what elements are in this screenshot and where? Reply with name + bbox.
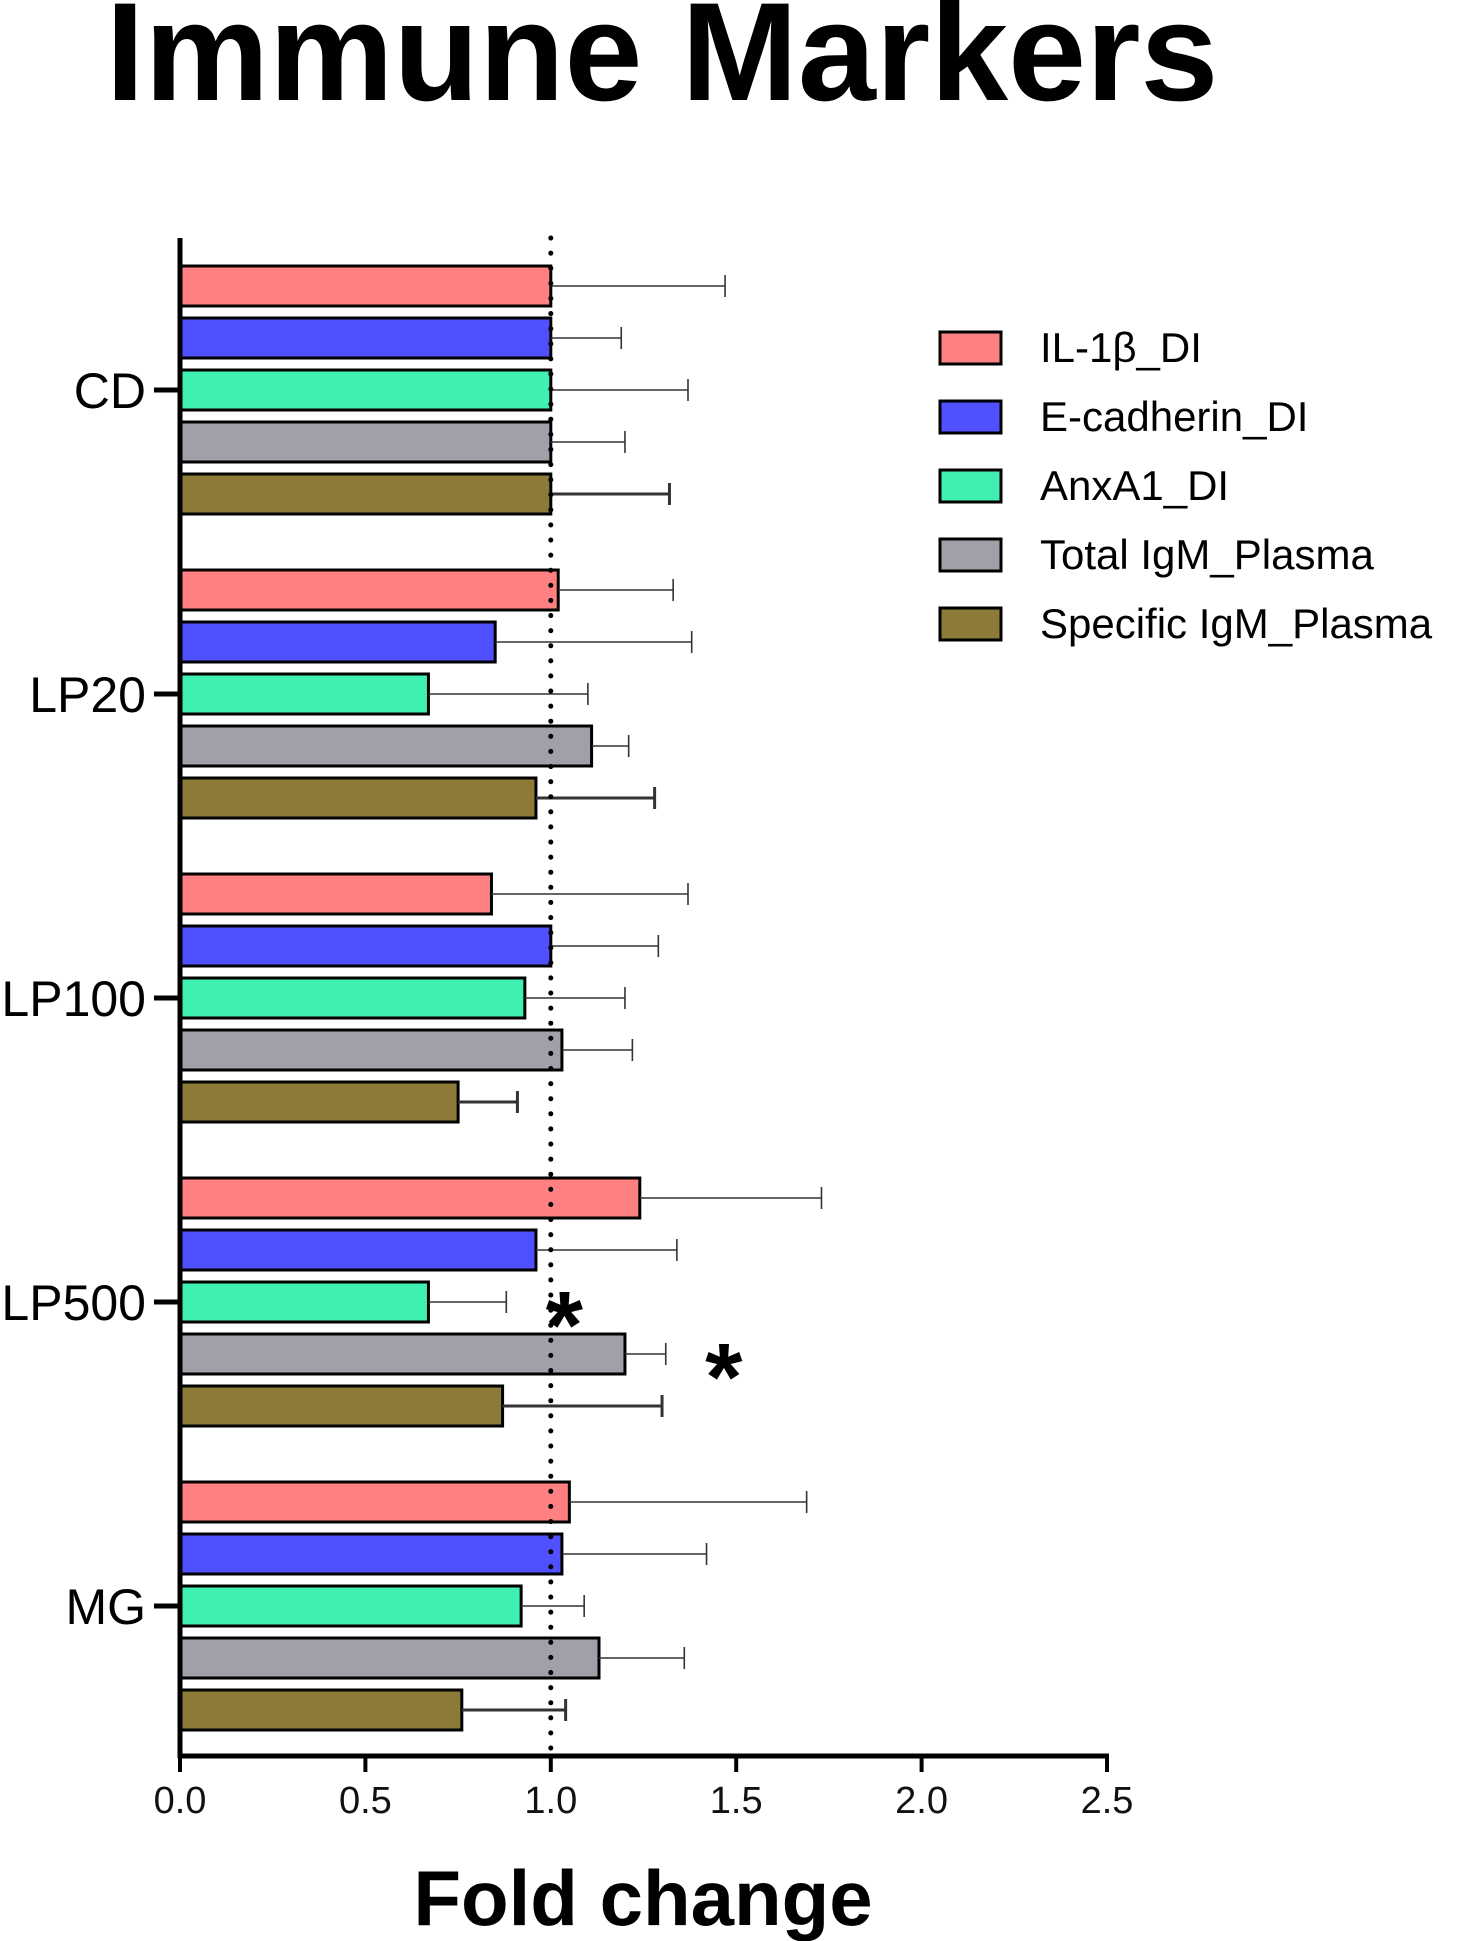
category-label-cd: CD [74, 363, 146, 419]
legend: IL-1β_DI E-cadherin_DI AnxA1_DI Total IgM_P… [938, 324, 1433, 647]
bar-lp100-total-igm-plasma [178, 1028, 564, 1072]
error-bar-lp500-specific-igm-plasma [502, 1395, 664, 1417]
x-tick-label: 0.0 [154, 1780, 207, 1822]
error-bar-mg-specific-igm-plasma [461, 1699, 568, 1721]
legend-label: E-cadherin_DI [1040, 393, 1308, 440]
significance-marker-2: * [705, 1324, 743, 1431]
error-bar-lp100-e-cadherin-di [550, 935, 660, 957]
bar-mg-e-cadherin-di [178, 1532, 564, 1576]
error-bar-mg-anxa1-di [521, 1595, 585, 1617]
legend-item-total-igm-plasma: Total IgM_Plasma [938, 531, 1374, 578]
bar-lp100-anxa1-di [178, 976, 527, 1020]
error-bar-mg-total-igm-plasma [599, 1647, 686, 1669]
error-bar-lp500-il-1-di [639, 1187, 823, 1209]
significance-marker-1: * [546, 1272, 584, 1379]
error-bar-cd-e-cadherin-di [550, 327, 623, 349]
legend-item-anxa1-di: AnxA1_DI [938, 462, 1229, 509]
category-label-lp20: LP20 [29, 667, 146, 723]
bar-lp20-specific-igm-plasma [178, 776, 538, 820]
legend-item-specific-igm-plasma: Specific IgM_Plasma [938, 600, 1433, 647]
bar-cd-specific-igm-plasma [178, 472, 553, 516]
error-bar-cd-total-igm-plasma [550, 431, 626, 453]
bar-lp100-il-1-di [178, 872, 493, 916]
legend-swatch [938, 606, 1003, 642]
error-bar-lp20-anxa1-di [428, 683, 589, 705]
legend-item-e-cadherin-di: E-cadherin_DI [938, 393, 1308, 440]
bar-lp100-specific-igm-plasma [178, 1080, 460, 1124]
error-bar-cd-anxa1-di [550, 379, 689, 401]
x-tick-label: 1.5 [710, 1780, 763, 1822]
bar-lp20-il-1-di [178, 568, 560, 612]
legend-label: IL-1β_DI [1040, 324, 1202, 371]
annotations-layer: * * [546, 1272, 743, 1431]
bar-mg-anxa1-di [178, 1584, 523, 1628]
category-label-mg: MG [65, 1579, 146, 1635]
x-axis-label: Fold change [413, 1854, 872, 1941]
legend-label: Specific IgM_Plasma [1040, 600, 1433, 647]
x-tick-label: 2.0 [895, 1780, 948, 1822]
chart-title: Immune Markers [106, 0, 1219, 130]
bar-mg-specific-igm-plasma [178, 1688, 464, 1732]
error-bar-cd-il-1-di [550, 275, 726, 297]
error-bar-lp100-il-1-di [491, 883, 689, 905]
error-bar-lp20-total-igm-plasma [591, 735, 630, 757]
legend-label: AnxA1_DI [1040, 462, 1229, 509]
legend-label: Total IgM_Plasma [1040, 531, 1374, 578]
error-bar-lp100-specific-igm-plasma [458, 1091, 519, 1113]
bar-cd-e-cadherin-di [178, 316, 553, 360]
error-bar-mg-e-cadherin-di [561, 1543, 708, 1565]
error-bar-lp20-il-1-di [558, 579, 674, 601]
error-bar-lp20-e-cadherin-di [495, 631, 693, 653]
x-tick-label: 0.5 [339, 1780, 392, 1822]
error-bar-cd-specific-igm-plasma [550, 483, 671, 505]
axes-layer: 0.0 0.5 1.0 1.5 2.0 2.5 CD LP20 LP100 LP500 MG [1, 238, 1133, 1822]
category-label-lp500: LP500 [1, 1275, 146, 1331]
error-bar-lp500-anxa1-di [428, 1291, 508, 1313]
bar-lp20-e-cadherin-di [178, 620, 497, 664]
bar-lp500-specific-igm-plasma [178, 1384, 505, 1428]
error-bar-lp100-total-igm-plasma [561, 1039, 634, 1061]
error-bars-layer [428, 275, 823, 1721]
bar-mg-il-1-di [178, 1480, 571, 1524]
error-bar-lp100-anxa1-di [524, 987, 626, 1009]
bar-lp20-anxa1-di [178, 672, 430, 716]
bar-lp100-e-cadherin-di [178, 924, 553, 968]
error-bar-lp500-e-cadherin-di [535, 1239, 678, 1261]
legend-item-il-1-di: IL-1β_DI [938, 324, 1202, 371]
legend-swatch [938, 468, 1003, 504]
bar-lp500-il-1-di [178, 1176, 642, 1220]
error-bar-lp500-total-igm-plasma [624, 1343, 667, 1365]
x-tick-label: 1.0 [524, 1780, 577, 1822]
bar-lp500-e-cadherin-di [178, 1228, 538, 1272]
bar-cd-total-igm-plasma [178, 420, 553, 464]
bar-mg-total-igm-plasma [178, 1636, 601, 1680]
bars-layer [178, 264, 642, 1732]
legend-swatch [938, 537, 1003, 573]
error-bar-lp20-specific-igm-plasma [535, 787, 657, 809]
bar-lp500-anxa1-di [178, 1280, 430, 1324]
x-tick-label: 2.5 [1081, 1780, 1134, 1822]
legend-swatch [938, 399, 1003, 435]
bar-cd-il-1-di [178, 264, 553, 308]
error-bar-mg-il-1-di [569, 1491, 808, 1513]
legend-swatch [938, 330, 1003, 366]
category-label-lp100: LP100 [1, 971, 146, 1027]
bar-lp20-total-igm-plasma [178, 724, 594, 768]
bar-cd-anxa1-di [178, 368, 553, 412]
